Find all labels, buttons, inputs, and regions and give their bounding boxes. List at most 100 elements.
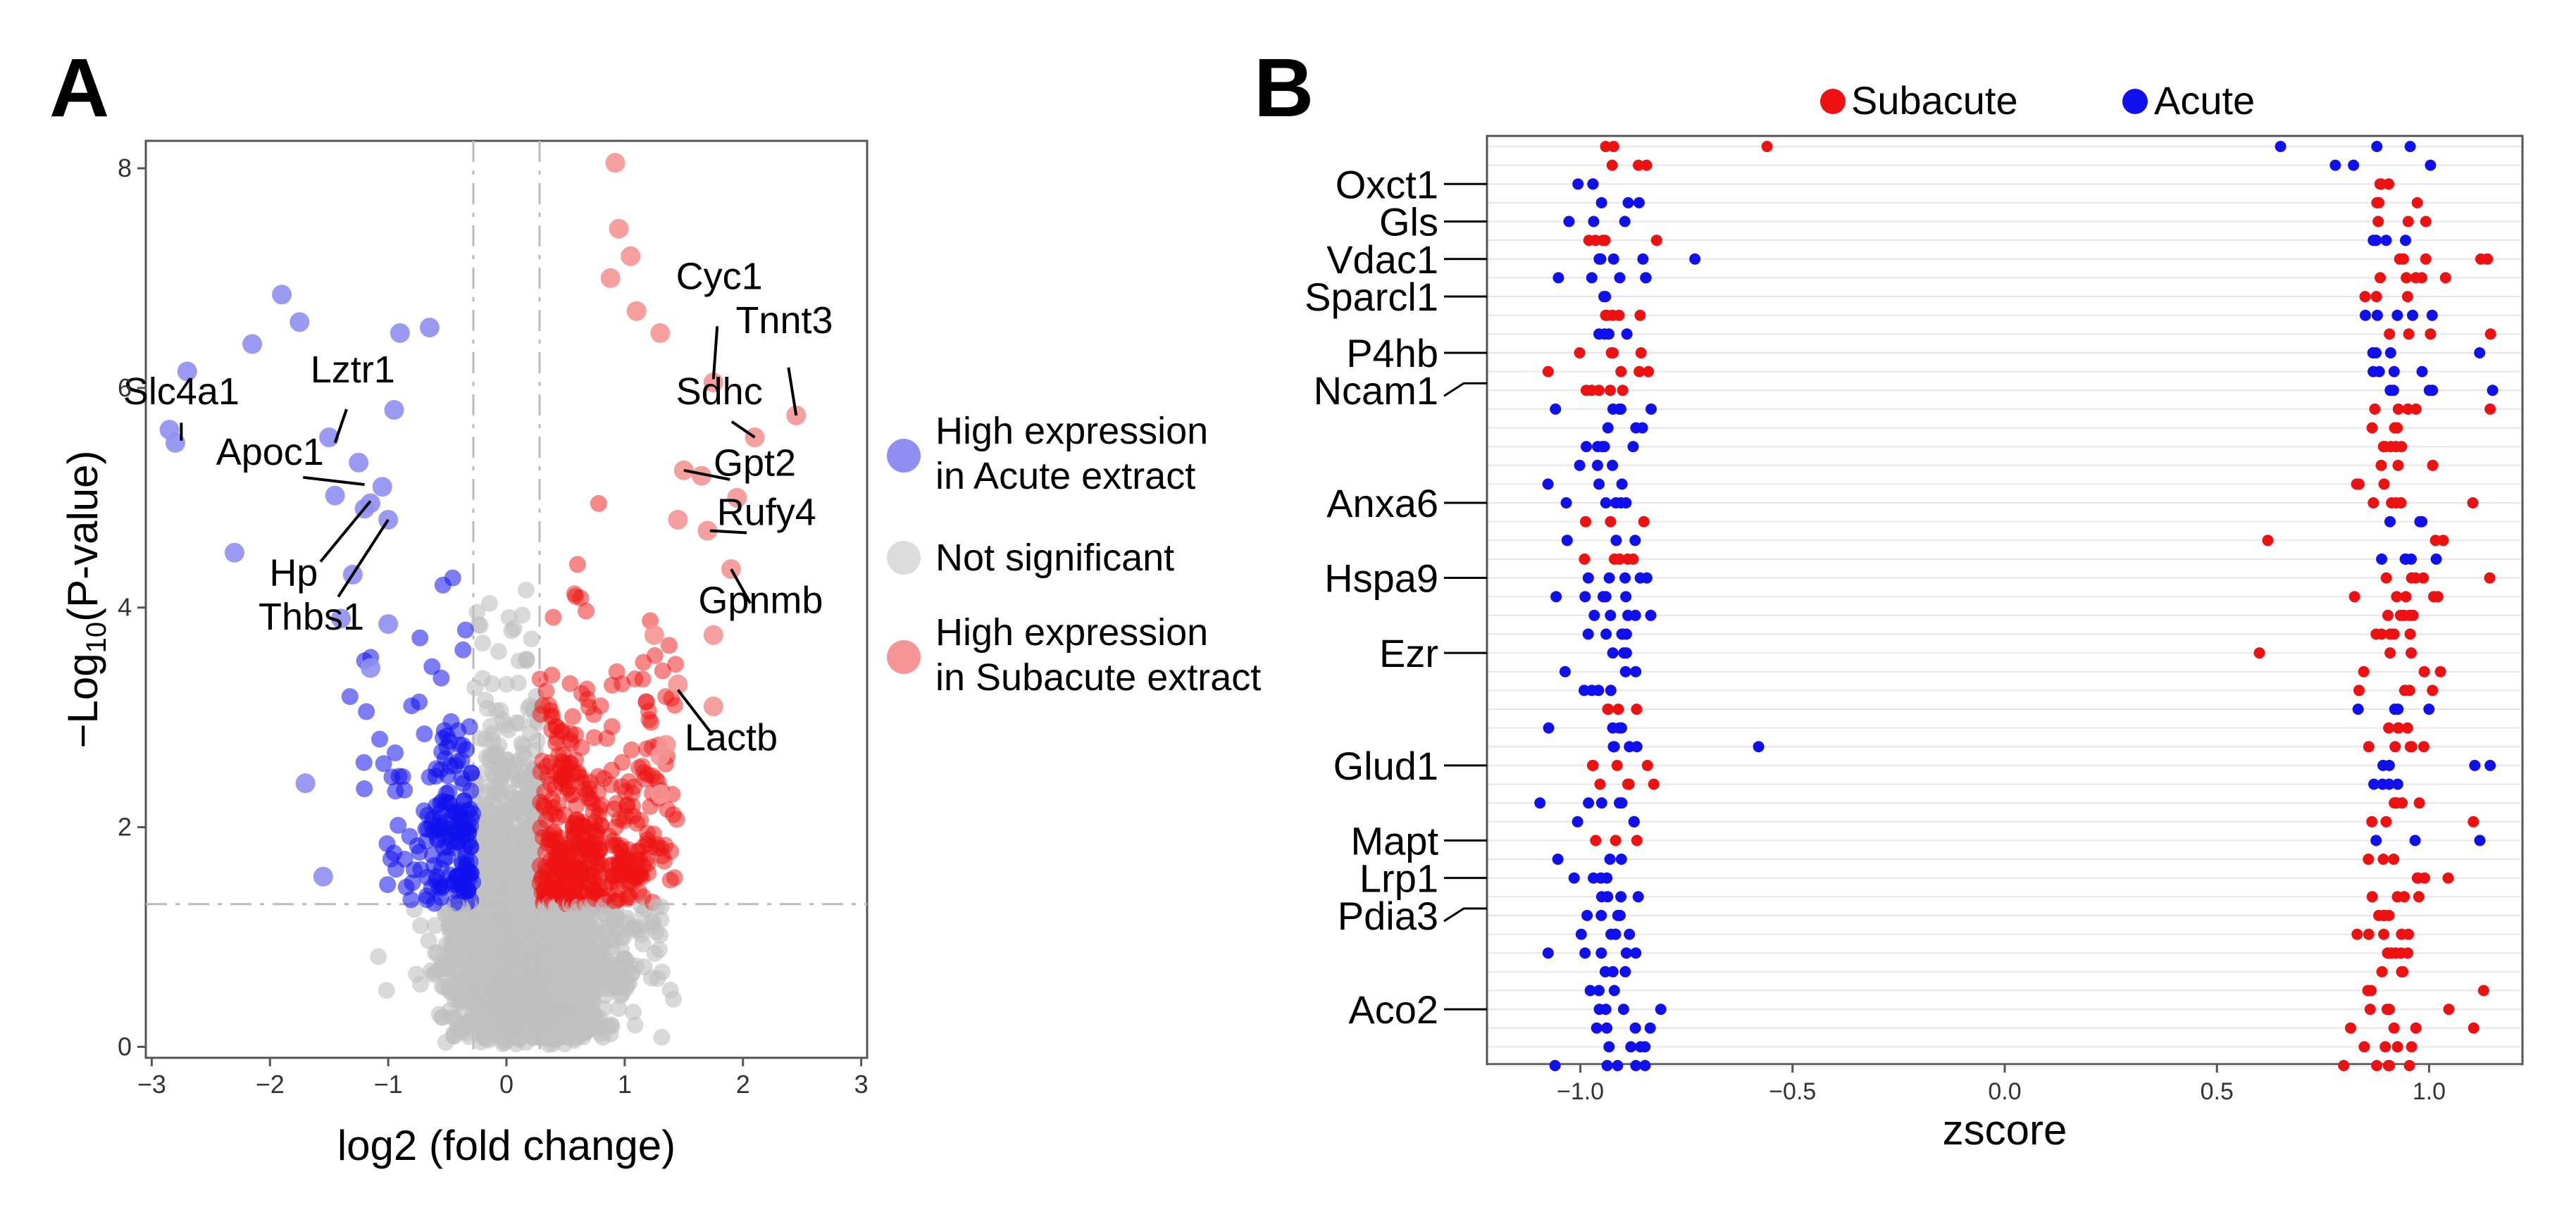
volcano-point — [416, 802, 433, 820]
zscore-point-right — [2468, 816, 2479, 828]
zscore-point-right — [2406, 553, 2417, 565]
zscore-point-right — [2442, 872, 2454, 884]
zscore-point-left — [1630, 1060, 1642, 1071]
zscore-point-left — [1645, 609, 1657, 621]
zscore-point-left — [1593, 985, 1605, 997]
zscore-point-left — [1629, 609, 1641, 621]
volcano-gene-label: Cyc1 — [676, 256, 763, 298]
volcano-subacute-point — [668, 674, 688, 694]
volcano-point — [632, 811, 649, 829]
zscore-point-left — [1543, 722, 1555, 734]
zscore-point-left — [1631, 741, 1643, 753]
volcano-point — [653, 1028, 671, 1046]
volcano-gene-label: Lactb — [685, 716, 778, 758]
zscore-point-left — [1648, 778, 1660, 790]
zscore-point-right — [2420, 216, 2432, 227]
zscore-point-left — [1607, 647, 1619, 659]
zscore-point-right — [2382, 947, 2394, 959]
zscore-point-left — [1588, 609, 1600, 621]
volcano-gene-label: Hp — [269, 552, 318, 594]
zscore-point-left — [1610, 835, 1622, 847]
zscore-point-right — [2389, 704, 2401, 715]
zscore-point-left — [1559, 666, 1571, 678]
zscore-point-left — [1619, 966, 1631, 978]
volcano-x-tick-label: −3 — [137, 1070, 166, 1099]
zscore-point-right — [2400, 591, 2412, 603]
volcano-point — [418, 887, 435, 905]
volcano-point — [634, 935, 652, 953]
zscore-point-left — [1607, 253, 1619, 265]
zscore-point-right — [2388, 854, 2400, 865]
zscore-point-left — [1568, 872, 1580, 884]
volcano-subacute-point — [644, 625, 664, 645]
volcano-acute-point — [313, 866, 333, 887]
zscore-point-left — [1583, 797, 1595, 809]
zscore-point-left — [1637, 253, 1649, 265]
zscore-point-left — [1586, 385, 1598, 397]
zscore-point-right — [2403, 1060, 2415, 1071]
volcano-point — [474, 635, 492, 652]
zscore-point-left — [1621, 328, 1633, 340]
volcano-point — [652, 898, 670, 916]
zscore-point-left — [1634, 572, 1646, 584]
volcano-point — [417, 820, 435, 838]
zscore-point-right — [2377, 778, 2389, 790]
zscore-point-left — [1598, 328, 1610, 340]
zscore-point-left — [1629, 535, 1641, 547]
zscore-gene-label: Ezr — [1379, 631, 1438, 675]
zscore-point-left — [1595, 797, 1607, 809]
zscore-point-left — [1607, 403, 1619, 415]
volcano-point — [518, 651, 535, 668]
zscore-point-right — [2367, 347, 2379, 358]
zscore-point-left — [1640, 272, 1652, 284]
zscore-point-left — [1650, 235, 1662, 246]
volcano-legend: High expression in Acute extract Not sig… — [887, 410, 1261, 699]
zscore-point-left — [1542, 947, 1554, 959]
volcano-highlight-points — [159, 153, 807, 887]
zscore-point-right — [2329, 159, 2341, 171]
zscore-point-left — [1593, 685, 1605, 697]
volcano-point — [423, 658, 441, 675]
zscore-point-right — [2398, 891, 2410, 903]
volcano-gene-leader — [709, 529, 747, 535]
zscore-point-right — [2392, 459, 2404, 471]
zscore-point-right — [2391, 1041, 2403, 1053]
zscore-point-right — [2401, 272, 2413, 284]
zscore-point-right — [2412, 872, 2424, 884]
zscore-point-right — [2430, 553, 2442, 565]
zscore-point-left — [1631, 835, 1643, 847]
zscore-gene-label: Gls — [1379, 200, 1438, 244]
volcano-point — [614, 675, 631, 692]
zscore-point-left — [1587, 178, 1599, 190]
zscore-point-left — [1603, 704, 1614, 715]
volcano-point — [412, 917, 429, 935]
zscore-point-right — [2391, 797, 2403, 809]
zscore-point-right — [2366, 422, 2378, 434]
legend-subacute-text-line1: High expression — [935, 611, 1208, 654]
zscore-point-left — [1611, 759, 1623, 771]
volcano-point — [482, 718, 499, 735]
zscore-point-right — [2353, 685, 2365, 697]
zscore-point-left — [1622, 553, 1634, 565]
zscore-gene-label: Lrp1 — [1359, 856, 1438, 901]
zscore-point-right — [2376, 553, 2388, 565]
volcano-gene-label: Rufy4 — [717, 492, 816, 534]
volcano-point — [383, 768, 401, 786]
volcano-point — [640, 864, 657, 882]
volcano-point — [468, 604, 486, 621]
zscore-point-right — [2381, 1004, 2393, 1016]
legend-acute-dot — [2122, 89, 2148, 114]
panel-b-label: B — [1254, 42, 1314, 135]
zscore-point-right — [2398, 253, 2409, 265]
volcano-point — [561, 675, 579, 692]
volcano-point — [572, 589, 590, 607]
zscore-point-left — [1614, 272, 1626, 284]
volcano-point — [422, 962, 440, 980]
zscore-point-right — [2370, 291, 2382, 303]
zscore-point-right — [2390, 497, 2402, 508]
volcano-point — [355, 754, 373, 771]
zscore-point-left — [1624, 928, 1636, 940]
volcano-x-tick-label: 1 — [618, 1070, 632, 1099]
zscore-point-right — [2373, 366, 2385, 377]
